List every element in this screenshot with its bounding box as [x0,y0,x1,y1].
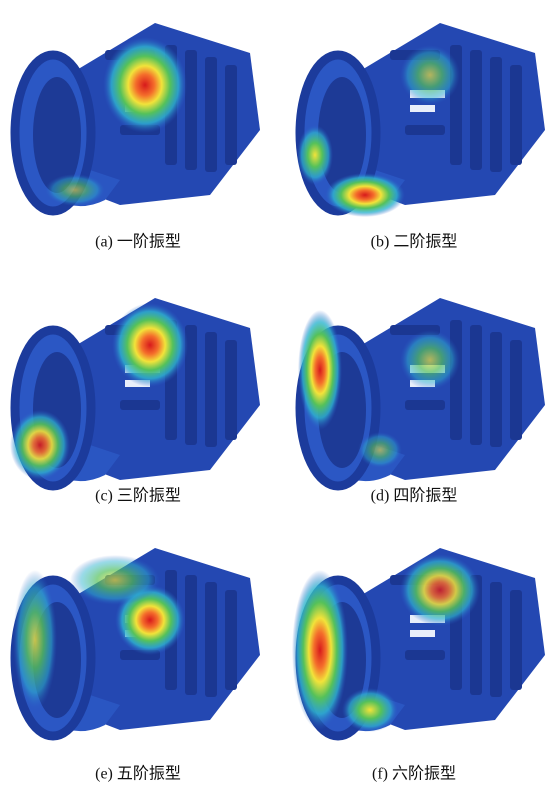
caption: (e) 五阶振型 [95,765,181,783]
mode-image [297,23,545,217]
caption: (f) 六阶振型 [372,765,456,783]
caption: (b) 二阶振型 [371,233,458,251]
caption: (a) 一阶振型 [95,233,181,251]
mode-image [10,298,260,486]
caption: (c) 三阶振型 [95,487,181,505]
page: (a) 一阶振型 (b) 二阶振型 (c) 三阶振型 (d) 四阶振型 (e) … [0,0,552,791]
mode-image [13,548,260,736]
mode-image [15,23,260,211]
figure: (a) 一阶振型 (b) 二阶振型 (c) 三阶振型 (d) 四阶振型 (e) … [0,0,552,791]
caption: (d) 四阶振型 [371,487,458,505]
mode-image [298,298,545,486]
mode-image [292,548,545,736]
